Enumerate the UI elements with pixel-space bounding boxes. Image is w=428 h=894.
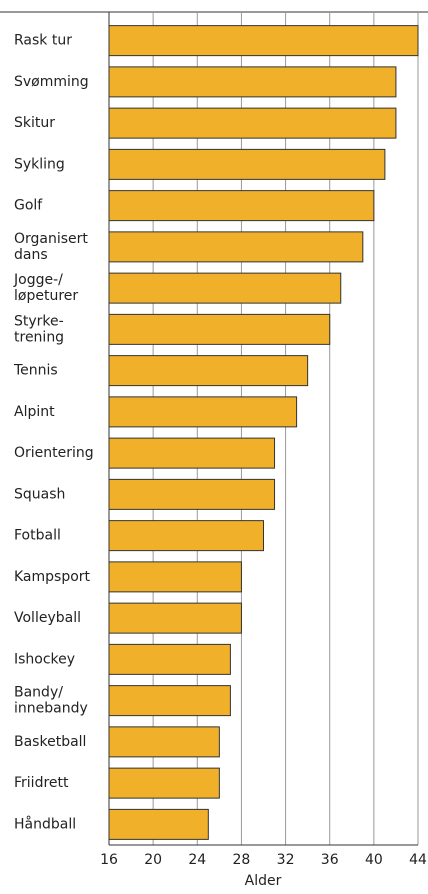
y-tick-label: Sykling — [14, 156, 65, 172]
bar — [108, 355, 309, 387]
y-tick-label: Svømming — [14, 74, 89, 90]
bar — [108, 478, 276, 510]
y-tick-label: Alpint — [14, 404, 55, 420]
bar — [108, 190, 375, 222]
y-tick-label: Tennis — [13, 363, 58, 379]
bar — [108, 767, 220, 799]
y-tick-label: Volleyball — [14, 610, 81, 626]
x-tick-label: 24 — [188, 852, 206, 868]
bar — [108, 396, 298, 428]
bar — [108, 643, 231, 675]
bar — [108, 685, 231, 717]
x-tick-label: 32 — [277, 852, 295, 868]
x-tick-label: 44 — [409, 852, 427, 868]
y-tick-label: Friidrett — [14, 775, 69, 791]
x-tick-label: 16 — [100, 852, 118, 868]
y-tick-label: Jogge-/løpeturer — [13, 272, 78, 304]
y-tick-label: Bandy/innebandy — [14, 685, 88, 717]
bar — [108, 313, 331, 345]
y-tick-label: Organisert dans — [14, 231, 88, 263]
y-tick-label: Håndball — [14, 815, 76, 832]
bar — [108, 66, 397, 98]
bar — [108, 520, 264, 552]
bar — [108, 107, 397, 139]
bar — [108, 231, 364, 263]
bar — [108, 602, 242, 634]
y-tick-label: Golf — [14, 198, 43, 214]
bar — [108, 148, 386, 180]
y-tick-label: Ishockey — [14, 651, 75, 667]
x-tick-label: 36 — [321, 852, 339, 868]
bar — [108, 437, 276, 469]
bar — [108, 561, 242, 593]
x-tick-label: 20 — [144, 852, 162, 868]
y-tick-label: Skitur — [14, 115, 55, 131]
y-tick-label: Fotball — [14, 528, 61, 544]
bar — [108, 25, 419, 57]
bar — [108, 272, 342, 304]
y-tick-label: Kampsport — [14, 569, 91, 585]
x-tick-label: 40 — [365, 852, 383, 868]
y-tick-label: Squash — [14, 486, 65, 502]
x-tick-label: 28 — [233, 852, 251, 868]
x-axis-title: Alder — [245, 873, 282, 889]
y-tick-label: Rask tur — [14, 33, 72, 49]
bar — [108, 726, 220, 758]
bar — [108, 808, 209, 840]
y-tick-label: Basketball — [14, 734, 86, 750]
y-tick-label: Styrke-trening — [14, 313, 64, 345]
y-tick-label: Orientering — [14, 445, 94, 461]
